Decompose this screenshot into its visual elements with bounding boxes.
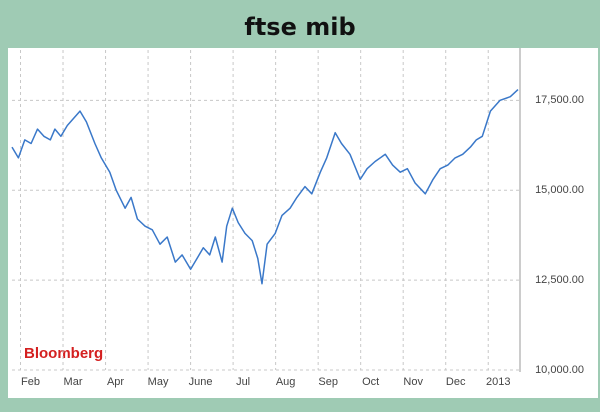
price-line <box>11 89 519 285</box>
x-tick-label: Oct <box>362 376 379 388</box>
y-tick-label: 17,500.00 <box>535 94 584 106</box>
x-tick-label: Mar <box>64 376 83 388</box>
x-tick-label: Dec <box>446 376 466 388</box>
x-tick-label: Nov <box>403 376 423 388</box>
x-tick-label: Apr <box>107 376 124 388</box>
annotation: Bloomberg <box>24 345 103 362</box>
y-tick-label: 15,000.00 <box>535 184 584 196</box>
x-tick-label: Aug <box>276 376 296 388</box>
x-tick-label: Feb <box>21 376 40 388</box>
x-tick-label: 2013 <box>486 376 510 388</box>
x-tick-label: May <box>148 376 169 388</box>
x-tick-label: Jul <box>236 376 250 388</box>
chart-title: ftse mib <box>244 13 355 41</box>
y-tick-label: 10,000.00 <box>535 364 584 376</box>
y-tick-label: 12,500.00 <box>535 274 584 286</box>
x-tick-label: Sep <box>318 376 338 388</box>
panel <box>8 48 598 398</box>
x-tick-label: June <box>189 376 213 388</box>
